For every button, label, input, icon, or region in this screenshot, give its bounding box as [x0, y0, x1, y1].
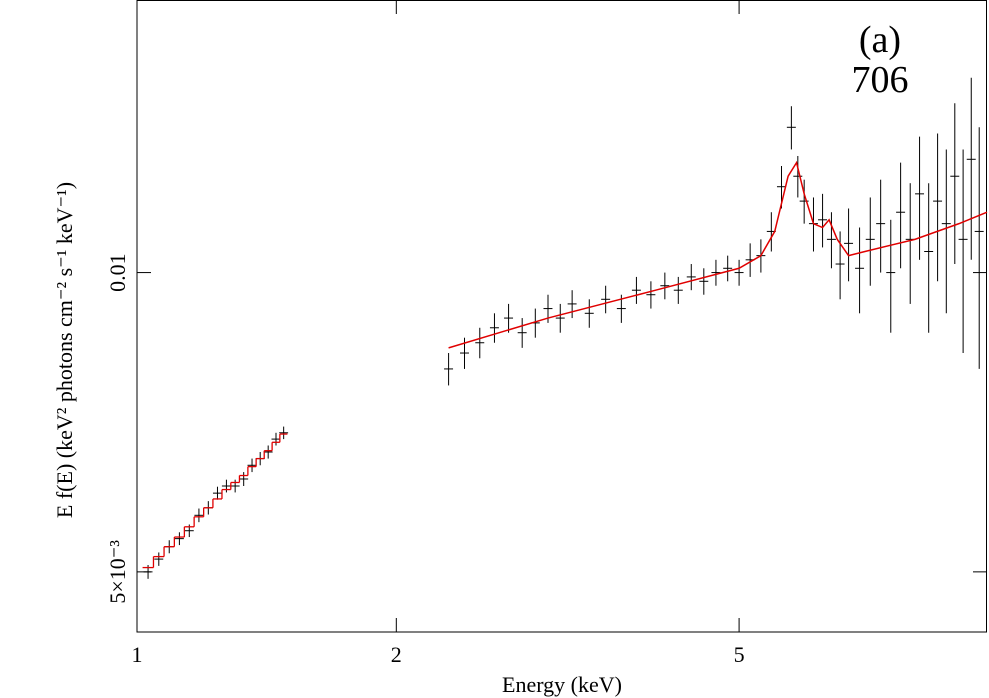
annotation: (a)	[859, 19, 901, 61]
x-tick-label: 1	[132, 642, 143, 667]
y-tick-label: 0.01	[105, 253, 130, 292]
model-line	[448, 160, 988, 349]
x-axis-label: Energy (keV)	[502, 672, 622, 697]
annotation: 706	[852, 59, 909, 101]
plot-frame	[136, 0, 987, 633]
x-tick-label: 2	[391, 642, 402, 667]
x-tick-label: 5	[734, 642, 745, 667]
y-tick-label: 5×10⁻³	[105, 540, 130, 604]
y-axis-label: E f(E) (keV² photons cm⁻² s⁻¹ keV⁻¹)	[52, 182, 77, 518]
